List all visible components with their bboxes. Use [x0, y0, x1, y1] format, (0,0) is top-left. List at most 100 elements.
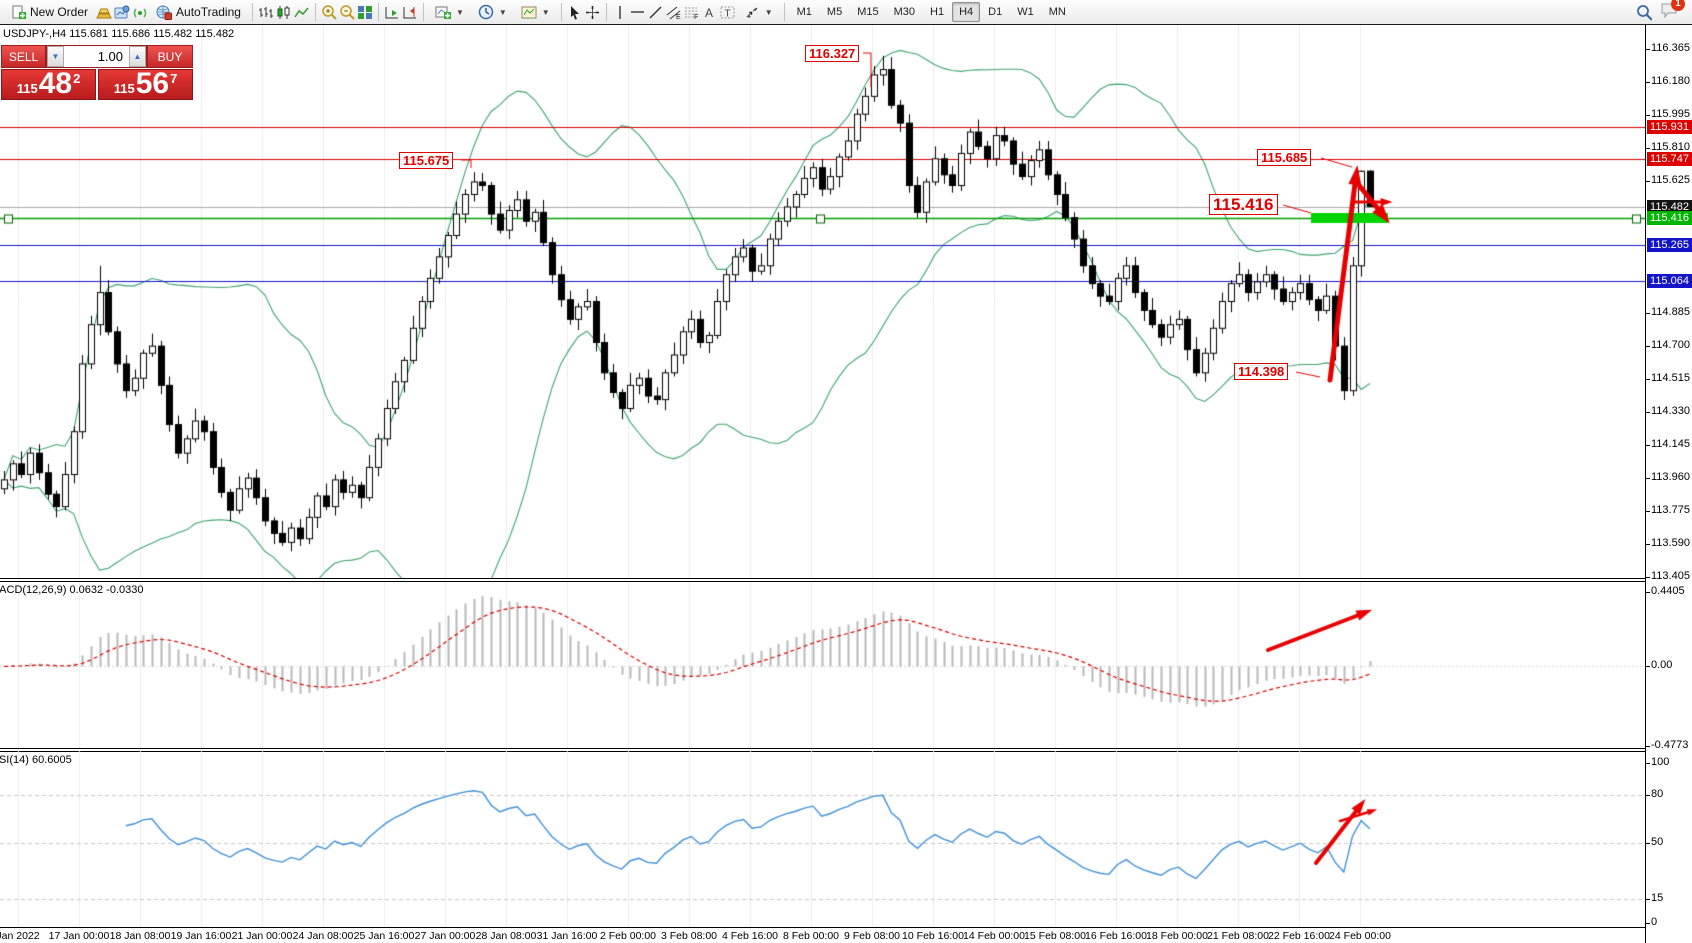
new-chart-caret: ▼ [455, 7, 464, 17]
rsi-tick-label: 15 [1645, 892, 1664, 904]
rsi-tick-label: 0 [1645, 916, 1658, 928]
equidistant-channel-tool-icon[interactable]: E [666, 4, 682, 20]
toolbar-right-group: 1 [1636, 0, 1688, 23]
svg-text:A: A [705, 6, 713, 20]
timeframe-button-m15[interactable]: M15 [857, 6, 879, 18]
toolbar-separator [422, 3, 424, 21]
time-axis-label: 21 Feb 08:00 [1207, 930, 1269, 942]
time-axis-label: 9 Feb 08:00 [843, 930, 901, 942]
timeframe-button-m30[interactable]: M30 [893, 6, 916, 18]
timeframe-button-d1[interactable]: D1 [988, 6, 1003, 18]
arrows-tool-button[interactable]: ▼ [738, 2, 779, 23]
price-tick-label: 116.180 [1646, 75, 1690, 88]
time-axis-label: 17 Jan 00:00 [48, 930, 110, 942]
price-annotation-label[interactable]: 116.327 [805, 45, 860, 62]
auto-scroll-icon[interactable] [384, 4, 400, 20]
buy-price-prefix: 115 [113, 81, 135, 96]
chart-window: 116.365 116.180 115.995 115.810 115.625 114.8… [0, 25, 1692, 943]
price-tick-label: 114.330 [1646, 405, 1690, 418]
toolbar-separator [560, 3, 562, 21]
rsi-panel-canvas[interactable] [0, 751, 1646, 927]
macd-panel-canvas[interactable] [0, 582, 1646, 749]
chat-button[interactable]: 1 [1660, 0, 1685, 23]
buy-price-display[interactable]: 115 56 7 [98, 69, 193, 100]
price-level-badge: 115.931 [1647, 119, 1692, 134]
publish-chart-icon[interactable] [114, 4, 130, 20]
text-label-tool-icon[interactable]: T [720, 4, 736, 20]
price-annotation-label[interactable]: 115.685 [1257, 149, 1312, 166]
buy-button[interactable]: BUY [147, 45, 193, 68]
bar-chart-mode-icon[interactable] [258, 4, 274, 20]
time-axis-label: 25 Jan 16:00 [353, 930, 415, 942]
trendline-tool-icon[interactable] [648, 4, 664, 20]
search-icon[interactable] [1636, 4, 1652, 21]
sell-button[interactable]: SELL [1, 45, 46, 68]
zoom-out-icon[interactable] [339, 4, 355, 20]
sell-price-display[interactable]: 115 48 2 [1, 69, 96, 100]
price-annotation-label[interactable]: 114.398 [1234, 363, 1289, 380]
price-tick-label: 116.365 [1646, 42, 1690, 55]
one-click-trade-widget: SELL ▼ 1.00 ▲ BUY 115 48 2 115 56 7 [1, 45, 193, 100]
price-tick-label: 113.775 [1646, 504, 1690, 517]
panel-divider[interactable] [0, 578, 1646, 582]
timeframe-button-h4[interactable]: H4 [952, 2, 981, 22]
price-axis[interactable]: 116.365 116.180 115.995 115.810 115.625 114.8… [1645, 25, 1692, 943]
chart-shift-icon[interactable] [402, 4, 418, 20]
templates-caret: ▼ [541, 7, 550, 17]
new-order-button[interactable]: New Order [4, 2, 94, 23]
candlestick-mode-icon[interactable] [276, 4, 292, 20]
timeframe-button-m5[interactable]: M5 [826, 6, 843, 18]
rsi-indicator-label: RSI(14) 60.6005 [0, 754, 72, 766]
volume-increase-button[interactable]: ▲ [129, 46, 146, 67]
toolbar-separator [377, 3, 379, 21]
horizontal-line-tool-icon[interactable] [630, 4, 646, 20]
buy-price-main: 56 [135, 67, 170, 100]
time-axis-label: 21 Jan 00:00 [231, 930, 293, 942]
crosshair-tool-icon[interactable] [585, 4, 601, 20]
timeframe-button-mn[interactable]: MN [1048, 6, 1066, 18]
timeframe-button-w1[interactable]: W1 [1017, 6, 1034, 18]
price-annotation-label[interactable]: 115.675 [399, 152, 454, 169]
line-chart-mode-icon[interactable] [294, 4, 310, 20]
time-axis-label: 2 Feb 00:00 [599, 930, 657, 942]
text-tool-icon[interactable]: A [702, 4, 718, 20]
buy-price-pip: 7 [170, 71, 178, 86]
zoom-in-icon[interactable] [321, 4, 337, 20]
fibonacci-tool-icon[interactable]: F [684, 4, 700, 20]
price-tick-label: 113.405 [1646, 570, 1690, 583]
autotrading-button[interactable]: AutoTrading [150, 2, 247, 23]
new-chart-button[interactable]: ▼ [429, 2, 470, 23]
timeframe-button-m1[interactable]: M1 [796, 6, 812, 18]
price-level-badge: 115.064 [1647, 274, 1692, 289]
timeframe-button-h1[interactable]: H1 [930, 6, 945, 18]
signal-icon[interactable] [132, 4, 148, 20]
price-annotation-label[interactable]: 115.416 [1209, 194, 1278, 215]
macd-tick-max: 0.4405 [1646, 585, 1685, 597]
volume-input[interactable]: 1.00 [64, 46, 129, 67]
vertical-line-tool-icon[interactable] [612, 4, 628, 20]
time-axis-label: 22 Feb 16:00 [1268, 930, 1330, 942]
price-tick-label: 115.810 [1646, 141, 1690, 154]
time-axis-label: 16 Feb 16:00 [1085, 930, 1147, 942]
timeframe-group: M1 M5 M15 M30 H1 H4 D1 W1 MN [790, 2, 1073, 22]
price-tick-label: 114.145 [1646, 438, 1690, 451]
gold-ingot-icon[interactable] [96, 4, 112, 20]
price-tick-label: 114.700 [1646, 339, 1690, 352]
price-tick-label: 113.590 [1646, 537, 1690, 550]
time-axis-label: 19 Jan 16:00 [170, 930, 232, 942]
rsi-tick-label: 100 [1645, 756, 1670, 768]
rsi-tick-label: 50 [1645, 836, 1664, 848]
volume-decrease-button[interactable]: ▼ [47, 46, 64, 67]
tile-windows-icon[interactable] [357, 4, 373, 20]
cursor-tool-icon[interactable] [567, 4, 583, 20]
volume-stepper: ▼ 1.00 ▲ [46, 45, 147, 68]
time-axis-label: 18 Jan 08:00 [109, 930, 171, 942]
svg-text:E: E [676, 14, 681, 20]
sell-price-prefix: 115 [16, 81, 38, 96]
price-level-badge: 115.416 [1647, 211, 1692, 226]
main-chart-canvas[interactable] [0, 25, 1646, 578]
profiles-button[interactable]: ▼ [472, 2, 513, 23]
templates-button[interactable]: ▼ [515, 2, 556, 23]
time-axis-label: Jan 2022 [0, 930, 40, 942]
svg-text:T: T [724, 8, 730, 19]
